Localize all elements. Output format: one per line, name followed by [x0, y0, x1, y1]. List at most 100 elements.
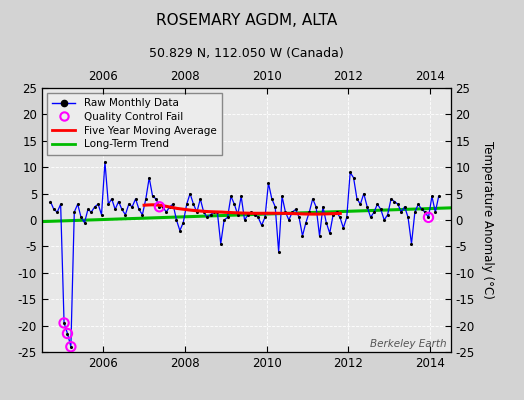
Point [196, 196, 204, 202]
Point [63, 330, 72, 337]
Point [46, 198, 54, 205]
Text: Berkeley Earth: Berkeley Earth [370, 339, 446, 349]
Point [336, 214, 344, 220]
Point [125, 201, 133, 207]
Point [87, 209, 95, 215]
Point [363, 204, 372, 210]
Point [159, 204, 167, 210]
Point [80, 220, 89, 226]
Point [169, 201, 177, 207]
Point [213, 209, 222, 215]
Point [257, 222, 266, 228]
Point [73, 201, 82, 207]
Point [404, 214, 412, 220]
Point [97, 212, 106, 218]
Point [60, 320, 68, 326]
Point [384, 212, 392, 218]
Point [407, 240, 416, 247]
Point [288, 209, 297, 215]
Point [387, 196, 395, 202]
Point [237, 193, 245, 200]
Point [182, 201, 191, 207]
Point [309, 196, 317, 202]
Point [271, 204, 279, 210]
Point [203, 214, 211, 220]
Point [329, 212, 337, 218]
Point [67, 344, 75, 350]
Point [189, 201, 198, 207]
Point [356, 201, 365, 207]
Point [84, 206, 92, 213]
Point [394, 201, 402, 207]
Point [295, 214, 303, 220]
Legend: Raw Monthly Data, Quality Control Fail, Five Year Moving Average, Long-Term Tren: Raw Monthly Data, Quality Control Fail, … [47, 93, 222, 154]
Point [281, 209, 290, 215]
Point [298, 233, 307, 239]
Point [428, 193, 436, 200]
Point [431, 209, 440, 215]
Point [206, 212, 215, 218]
Point [60, 320, 68, 326]
Point [70, 209, 79, 215]
Point [353, 196, 361, 202]
Point [94, 201, 102, 207]
Point [101, 159, 109, 165]
Point [107, 196, 116, 202]
Point [264, 180, 272, 186]
Point [278, 193, 286, 200]
Point [104, 201, 113, 207]
Point [418, 206, 426, 213]
Point [57, 201, 65, 207]
Point [121, 212, 129, 218]
Point [141, 196, 150, 202]
Point [254, 214, 263, 220]
Point [247, 209, 256, 215]
Point [223, 214, 232, 220]
Point [291, 206, 300, 213]
Point [77, 214, 85, 220]
Point [111, 206, 119, 213]
Point [155, 204, 163, 210]
Point [434, 193, 443, 200]
Point [176, 227, 184, 234]
Point [53, 209, 61, 215]
Point [179, 220, 188, 226]
Point [132, 196, 140, 202]
Point [155, 204, 163, 210]
Point [128, 204, 136, 210]
Point [315, 233, 324, 239]
Point [373, 201, 381, 207]
Point [346, 169, 354, 176]
Point [241, 217, 249, 223]
Point [380, 217, 388, 223]
Point [152, 196, 160, 202]
Point [261, 214, 269, 220]
Point [370, 209, 378, 215]
Point [397, 209, 406, 215]
Point [220, 217, 228, 223]
Point [162, 209, 170, 215]
Point [138, 212, 147, 218]
Point [172, 217, 181, 223]
Point [332, 209, 341, 215]
Y-axis label: Temperature Anomaly (°C): Temperature Anomaly (°C) [481, 141, 494, 299]
Point [411, 209, 419, 215]
Point [244, 212, 252, 218]
Point [421, 209, 429, 215]
Point [350, 174, 358, 181]
Point [227, 193, 235, 200]
Point [424, 214, 433, 220]
Point [166, 204, 174, 210]
Point [250, 212, 259, 218]
Point [63, 330, 72, 337]
Point [312, 204, 320, 210]
Point [275, 248, 283, 255]
Point [114, 198, 123, 205]
Point [67, 344, 75, 350]
Point [118, 206, 126, 213]
Point [135, 206, 143, 213]
Point [193, 209, 201, 215]
Point [145, 174, 154, 181]
Point [322, 220, 331, 226]
Point [319, 204, 327, 210]
